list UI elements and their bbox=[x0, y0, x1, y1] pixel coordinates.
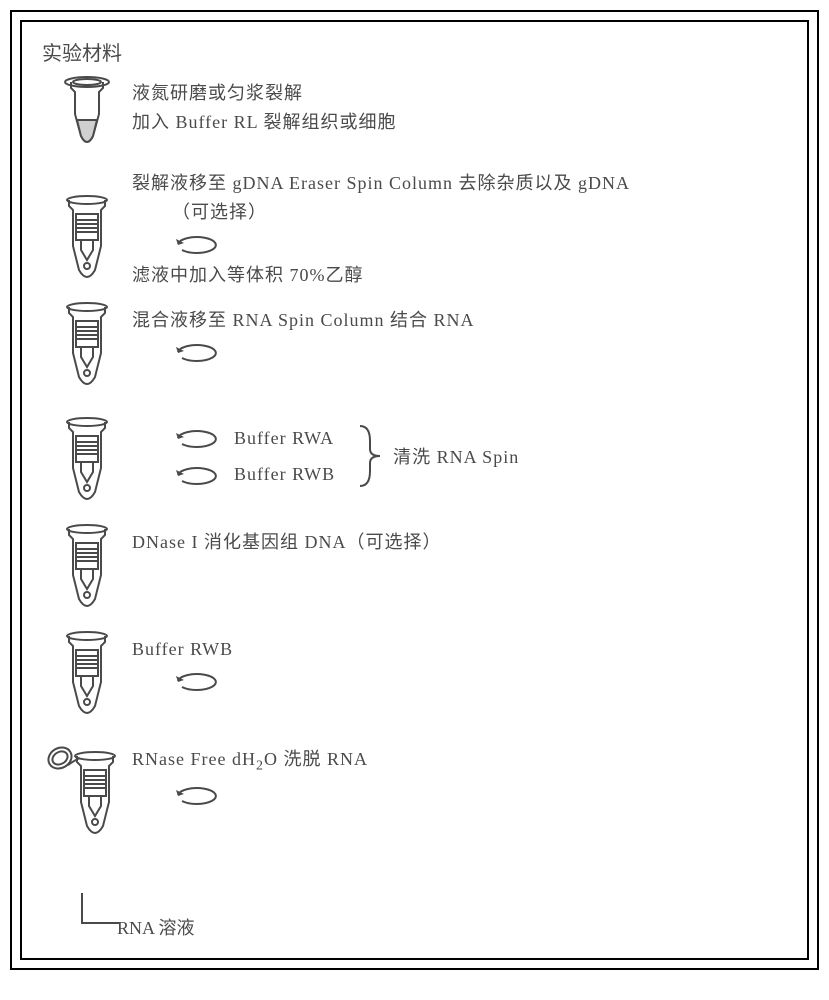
step-6: Buffer RWB bbox=[42, 630, 787, 725]
wash2-label: Buffer RWB bbox=[234, 460, 335, 489]
step3-text1: 混合液移至 RNA Spin Column 结合 RNA bbox=[132, 306, 787, 335]
step-7: RNase Free dH2O 洗脱 RNA bbox=[42, 740, 787, 850]
bracket-icon bbox=[355, 421, 385, 491]
step6-text1: Buffer RWB bbox=[132, 635, 787, 664]
step-3: 混合液移至 RNA Spin Column 结合 RNA bbox=[42, 301, 787, 396]
spin-column-icon bbox=[61, 523, 113, 618]
spin-column-icon bbox=[61, 194, 113, 289]
open-tube-icon bbox=[45, 740, 130, 850]
step7-text1: RNase Free dH2O 洗脱 RNA bbox=[132, 745, 787, 778]
step2-text1: 裂解液移至 gDNA Eraser Spin Column 去除杂质以及 gDN… bbox=[132, 169, 787, 198]
step1-text1: 液氮研磨或匀浆裂解 bbox=[132, 79, 787, 108]
step-2: 裂解液移至 gDNA Eraser Spin Column 去除杂质以及 gDN… bbox=[42, 164, 787, 289]
microtube-icon bbox=[61, 74, 113, 152]
spin-arrow-icon bbox=[172, 782, 222, 808]
spin-arrow-icon bbox=[172, 231, 222, 257]
wash1-label: Buffer RWA bbox=[234, 424, 334, 453]
step-1: 液氮研磨或匀浆裂解 加入 Buffer RL 裂解组织或细胞 bbox=[42, 74, 787, 152]
step-5: DNase I 消化基因组 DNA（可选择） bbox=[42, 523, 787, 618]
spin-arrow-icon bbox=[172, 668, 222, 694]
rna-solution-label: RNA 溶液 bbox=[117, 914, 195, 940]
wash-bracket-label: 清洗 RNA Spin bbox=[393, 443, 519, 469]
spin-column-icon bbox=[61, 630, 113, 725]
step1-text2: 加入 Buffer RL 裂解组织或细胞 bbox=[132, 108, 787, 137]
step2-text2: （可选择） bbox=[172, 198, 787, 227]
spin-arrow-icon bbox=[172, 339, 222, 365]
step-4: Buffer RWA Buffer RWB 清洗 RNA Spin bbox=[42, 416, 787, 511]
step2-text3: 滤液中加入等体积 70%乙醇 bbox=[132, 261, 787, 290]
spin-column-icon bbox=[61, 301, 113, 396]
spin-column-icon bbox=[61, 416, 113, 511]
section-title: 实验材料 bbox=[42, 37, 787, 66]
spin-arrow-icon bbox=[172, 425, 222, 451]
step5-text1: DNase I 消化基因组 DNA（可选择） bbox=[132, 528, 787, 557]
spin-arrow-icon bbox=[172, 462, 222, 488]
